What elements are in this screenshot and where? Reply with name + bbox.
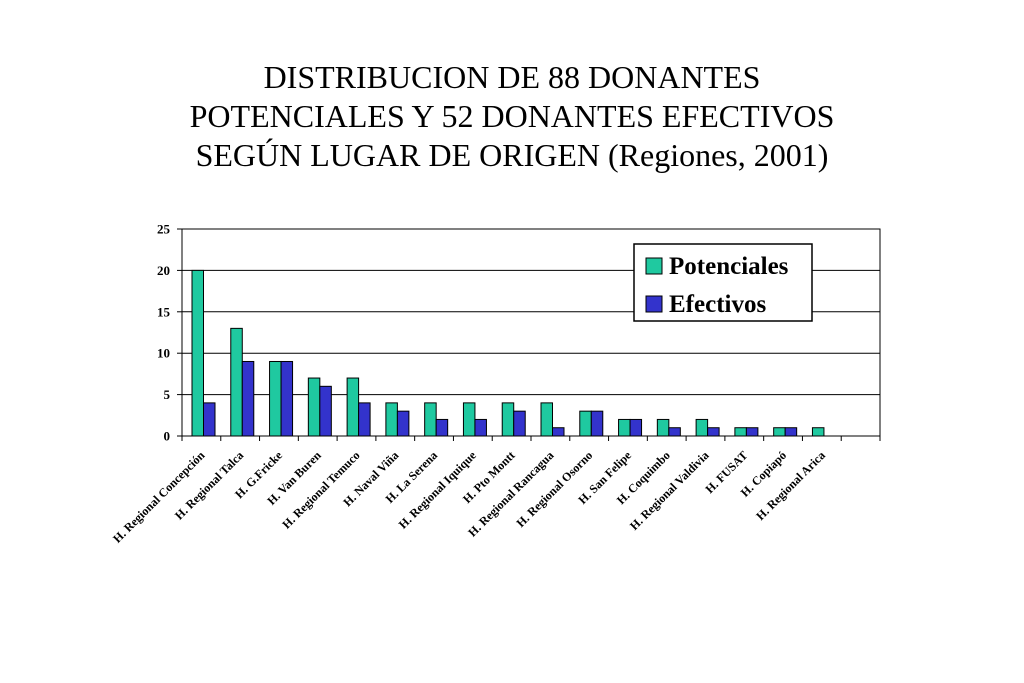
bar-potenciales xyxy=(540,402,553,437)
bar-potenciales xyxy=(811,427,825,437)
bar-potenciales xyxy=(734,427,747,437)
bar-efectivos xyxy=(203,402,216,437)
bar-efectivos xyxy=(474,418,487,437)
bar-potenciales xyxy=(307,377,321,437)
axes xyxy=(177,228,881,441)
bar-efectivos xyxy=(435,418,449,437)
bar-efectivos xyxy=(668,427,681,437)
bar-potenciales xyxy=(579,410,592,437)
bar-potenciales xyxy=(695,418,709,437)
y-tick-label: 5 xyxy=(164,387,171,402)
bar-potenciales xyxy=(773,427,786,437)
bar-efectivos xyxy=(241,360,255,437)
bar-efectivos xyxy=(590,410,604,437)
bar-efectivos xyxy=(396,410,410,437)
y-tick-label: 0 xyxy=(164,429,171,444)
bar-efectivos xyxy=(784,427,798,437)
x-category-label: H. Regional Arica xyxy=(753,448,828,523)
bar-efectivos xyxy=(513,410,526,437)
bar-potenciales xyxy=(230,327,243,437)
y-tick-label: 20 xyxy=(157,263,170,278)
bar-potenciales xyxy=(462,402,476,437)
bar-potenciales xyxy=(501,402,515,437)
legend-box xyxy=(633,243,813,322)
bar-potenciales xyxy=(618,418,631,437)
bar-potenciales xyxy=(424,402,437,437)
bar-potenciales xyxy=(269,360,282,437)
bar-efectivos xyxy=(358,402,371,437)
bar-efectivos xyxy=(745,427,759,437)
y-tick-label: 25 xyxy=(157,222,171,237)
title-line-2: POTENCIALES Y 52 DONANTES EFECTIVOS xyxy=(189,98,835,134)
title-line-3: SEGÚN LUGAR DE ORIGEN (Regiones, 2001) xyxy=(195,137,829,173)
legend: Potenciales Efectivos xyxy=(633,243,813,322)
bar-efectivos xyxy=(552,427,565,437)
legend-swatch-efectivos xyxy=(645,295,663,313)
bar-efectivos xyxy=(707,427,720,437)
bar-potenciales xyxy=(191,269,204,437)
page-title: DISTRIBUCION DE 88 DONANTES POTENCIALES … xyxy=(112,58,912,175)
bar-efectivos xyxy=(280,360,294,437)
x-category-label: H. Regional Talca xyxy=(172,448,246,522)
bar-efectivos xyxy=(319,385,332,437)
title-line-1: DISTRIBUCION DE 88 DONANTES xyxy=(263,59,761,95)
bar-potenciales xyxy=(656,418,670,437)
bar-efectivos xyxy=(629,418,643,437)
y-tick-label: 10 xyxy=(157,346,170,361)
bar-potenciales xyxy=(385,402,398,437)
legend-label-efectivos: Efectivos xyxy=(669,291,766,318)
y-tick-label: 15 xyxy=(157,304,171,319)
legend-swatch-potenciales xyxy=(645,257,663,275)
legend-label-potenciales: Potenciales xyxy=(669,253,789,280)
bar-potenciales xyxy=(346,377,360,437)
